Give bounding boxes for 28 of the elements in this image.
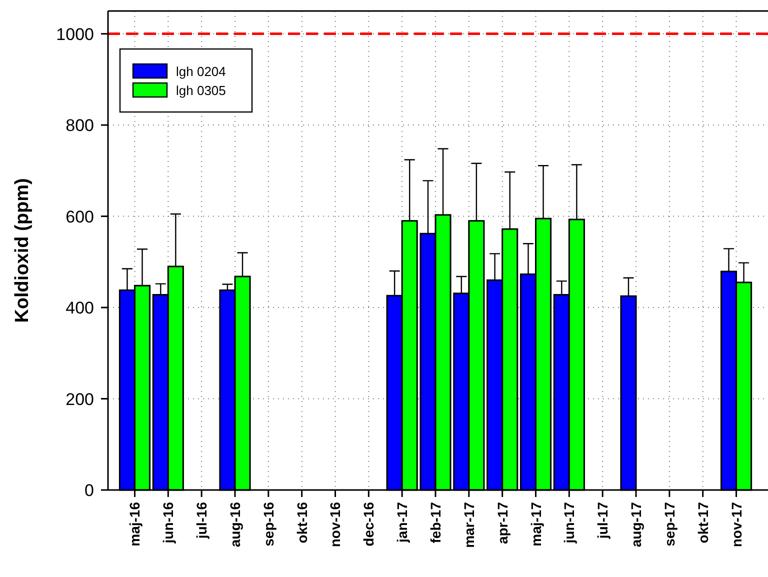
x-tick-label: nov-16: [327, 502, 344, 548]
legend-label: lgh 0204: [176, 64, 226, 79]
y-tick-label: 800: [66, 116, 94, 136]
x-tick-label: apr-17: [494, 502, 510, 544]
y-tick-label: 400: [66, 298, 94, 318]
x-tick-label: aug-17: [628, 502, 644, 548]
x-tick-label: jul-17: [594, 502, 611, 540]
x-tick-label: jun-17: [561, 502, 578, 544]
x-tick-label: jul-16: [194, 502, 210, 540]
legend-label: lgh 0305: [176, 83, 226, 98]
x-tick-label: feb-17: [428, 502, 444, 544]
y-tick-label: 0: [84, 481, 94, 500]
x-tick-label: sep-17: [661, 502, 678, 546]
y-tick-label: 1000: [56, 24, 94, 44]
x-tick-label: okt-16: [294, 502, 310, 544]
x-tick-label: maj-16: [126, 502, 143, 546]
x-tick-label: nov-17: [728, 502, 744, 548]
x-tick-label: jun-16: [160, 502, 176, 544]
x-tick-label: okt-17: [694, 502, 711, 544]
y-tick-label: 600: [66, 207, 94, 226]
x-tick-label: mar-17: [460, 502, 477, 548]
x-tick-label: aug-16: [226, 502, 243, 548]
x-tick-label: jan-17: [394, 502, 410, 544]
y-axis-title: Koldioxid (ppm): [12, 178, 33, 323]
y-tick-label: 200: [66, 390, 94, 409]
x-tick-label: maj-17: [528, 502, 544, 546]
x-tick-label: sep-16: [260, 502, 276, 546]
x-tick-label: dec-16: [360, 502, 377, 546]
